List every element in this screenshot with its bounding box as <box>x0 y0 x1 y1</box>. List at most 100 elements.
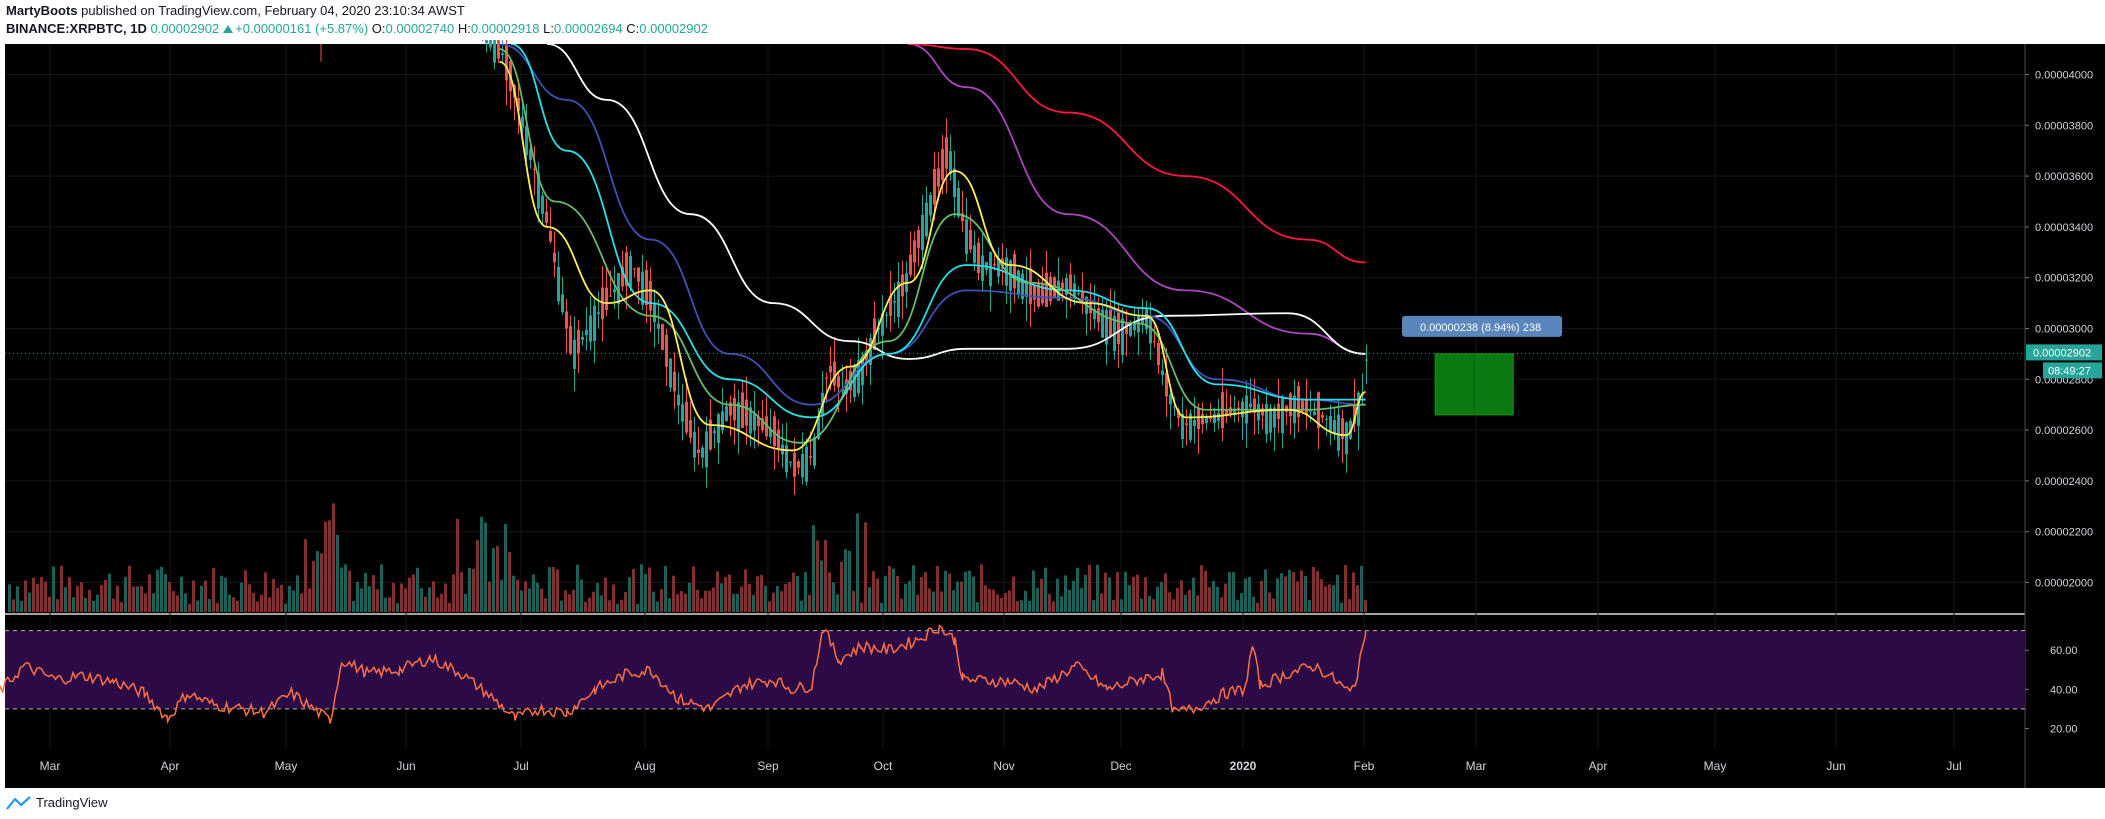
volume-bar <box>312 560 315 612</box>
candle-body <box>1229 407 1232 415</box>
time-axis-label: Dec <box>1110 759 1131 773</box>
measure-label-box[interactable] <box>1402 315 1562 337</box>
candle-body <box>1125 322 1128 334</box>
candle-body <box>1357 392 1360 426</box>
time-axis-pane <box>5 748 2025 788</box>
volume-bar <box>520 590 523 612</box>
candle-body <box>1077 293 1080 295</box>
candle-body <box>645 269 648 305</box>
time-axis-label: Jul <box>513 759 528 773</box>
tradingview-brand[interactable]: TradingView <box>36 795 108 810</box>
volume-bar <box>1204 570 1207 612</box>
volume-bar <box>380 564 383 612</box>
volume-bar <box>1100 593 1103 612</box>
volume-bar <box>1104 572 1107 612</box>
candle-body <box>849 371 852 391</box>
volume-bar <box>1332 585 1335 612</box>
volume-bar <box>1264 569 1267 612</box>
symbol-name[interactable]: BINANCE:XRPBTC, 1D <box>6 21 147 36</box>
volume-bar <box>284 603 287 612</box>
candle-body <box>681 404 684 422</box>
volume-bar <box>1056 578 1059 612</box>
volume-bar <box>1116 572 1119 612</box>
candle-body <box>773 416 776 447</box>
candle-body <box>1001 258 1004 269</box>
volume-bar <box>144 593 147 612</box>
volume-bar <box>948 573 951 612</box>
candle-body <box>1109 309 1112 336</box>
candle-body <box>1353 403 1356 424</box>
candle-body <box>1121 318 1124 355</box>
volume-bar <box>1212 580 1215 612</box>
candle-body <box>945 137 948 169</box>
volume-bar <box>336 534 339 612</box>
volume-bar <box>1292 572 1295 612</box>
price-change: +0.00000161 (+5.87%) <box>235 21 369 36</box>
volume-bar <box>748 584 751 612</box>
candle-body <box>825 377 828 379</box>
volume-bar <box>484 522 487 612</box>
volume-bar <box>724 577 727 612</box>
price-chart[interactable]: 0.00004000 0.00003800 0.00003600 0.00003400… <box>0 40 2105 790</box>
volume-bar <box>1200 565 1203 612</box>
volume-bar <box>1140 598 1143 612</box>
volume-bar <box>236 600 239 612</box>
volume-bar <box>256 601 259 612</box>
price-tick-label: 0.00002000 <box>2035 578 2093 590</box>
volume-bar <box>960 581 963 612</box>
volume-bar <box>252 592 255 612</box>
candle-body <box>641 271 644 305</box>
volume-bar <box>428 587 431 612</box>
volume-bar <box>680 590 683 612</box>
candle-body <box>549 230 552 242</box>
candle-body <box>741 392 744 428</box>
candle-body <box>1341 418 1344 440</box>
volume-bar <box>792 572 795 612</box>
tradingview-logo-icon[interactable] <box>6 795 32 810</box>
volume-bar <box>652 591 655 612</box>
candle-body <box>813 437 816 466</box>
volume-bar <box>1236 600 1239 612</box>
time-axis-label: Feb <box>1354 759 1375 773</box>
candle-body <box>981 255 984 281</box>
volume-bar <box>348 570 351 612</box>
volume-bar <box>632 569 635 612</box>
candle-body <box>797 461 800 468</box>
volume-bar <box>780 591 783 612</box>
candle-body <box>805 446 808 482</box>
volume-bar <box>556 569 559 612</box>
author-name[interactable]: MartyBoots <box>6 3 78 18</box>
measure-label: 0.00000238 (8.94%) 238 <box>1420 322 1541 334</box>
volume-bar <box>148 574 151 612</box>
candle-body <box>689 420 692 438</box>
volume-bar <box>228 594 231 612</box>
candle-body <box>1313 411 1316 416</box>
candle-body <box>709 419 712 450</box>
candle-body <box>697 449 700 454</box>
candle-body <box>629 256 632 288</box>
volume-bar <box>188 603 191 612</box>
volume-bar <box>216 603 219 612</box>
open-value: 0.00002740 <box>385 21 455 36</box>
candle-body <box>609 295 612 297</box>
candle-body <box>753 413 756 431</box>
candle-body <box>1269 407 1272 433</box>
time-axis-label: Jun <box>1826 759 1845 773</box>
time-axis-label: Oct <box>874 759 893 773</box>
volume-bar <box>420 588 423 612</box>
candle-body <box>1161 370 1164 376</box>
volume-bar <box>844 549 847 612</box>
tradingview-footer: TradingView <box>6 795 108 810</box>
volume-bar <box>1068 589 1071 612</box>
candle-body <box>565 311 568 329</box>
price-tick-label: 0.00003800 <box>2035 120 2093 132</box>
volume-bar <box>408 577 411 612</box>
volume-bar <box>452 574 455 612</box>
volume-bar <box>656 601 659 612</box>
candle-body <box>573 339 576 369</box>
time-axis-label: Sep <box>757 759 779 773</box>
candle-body <box>545 211 548 224</box>
volume-bar <box>1196 595 1199 612</box>
volume-bar <box>992 589 995 612</box>
price-tick-label: 0.00003600 <box>2035 171 2093 183</box>
